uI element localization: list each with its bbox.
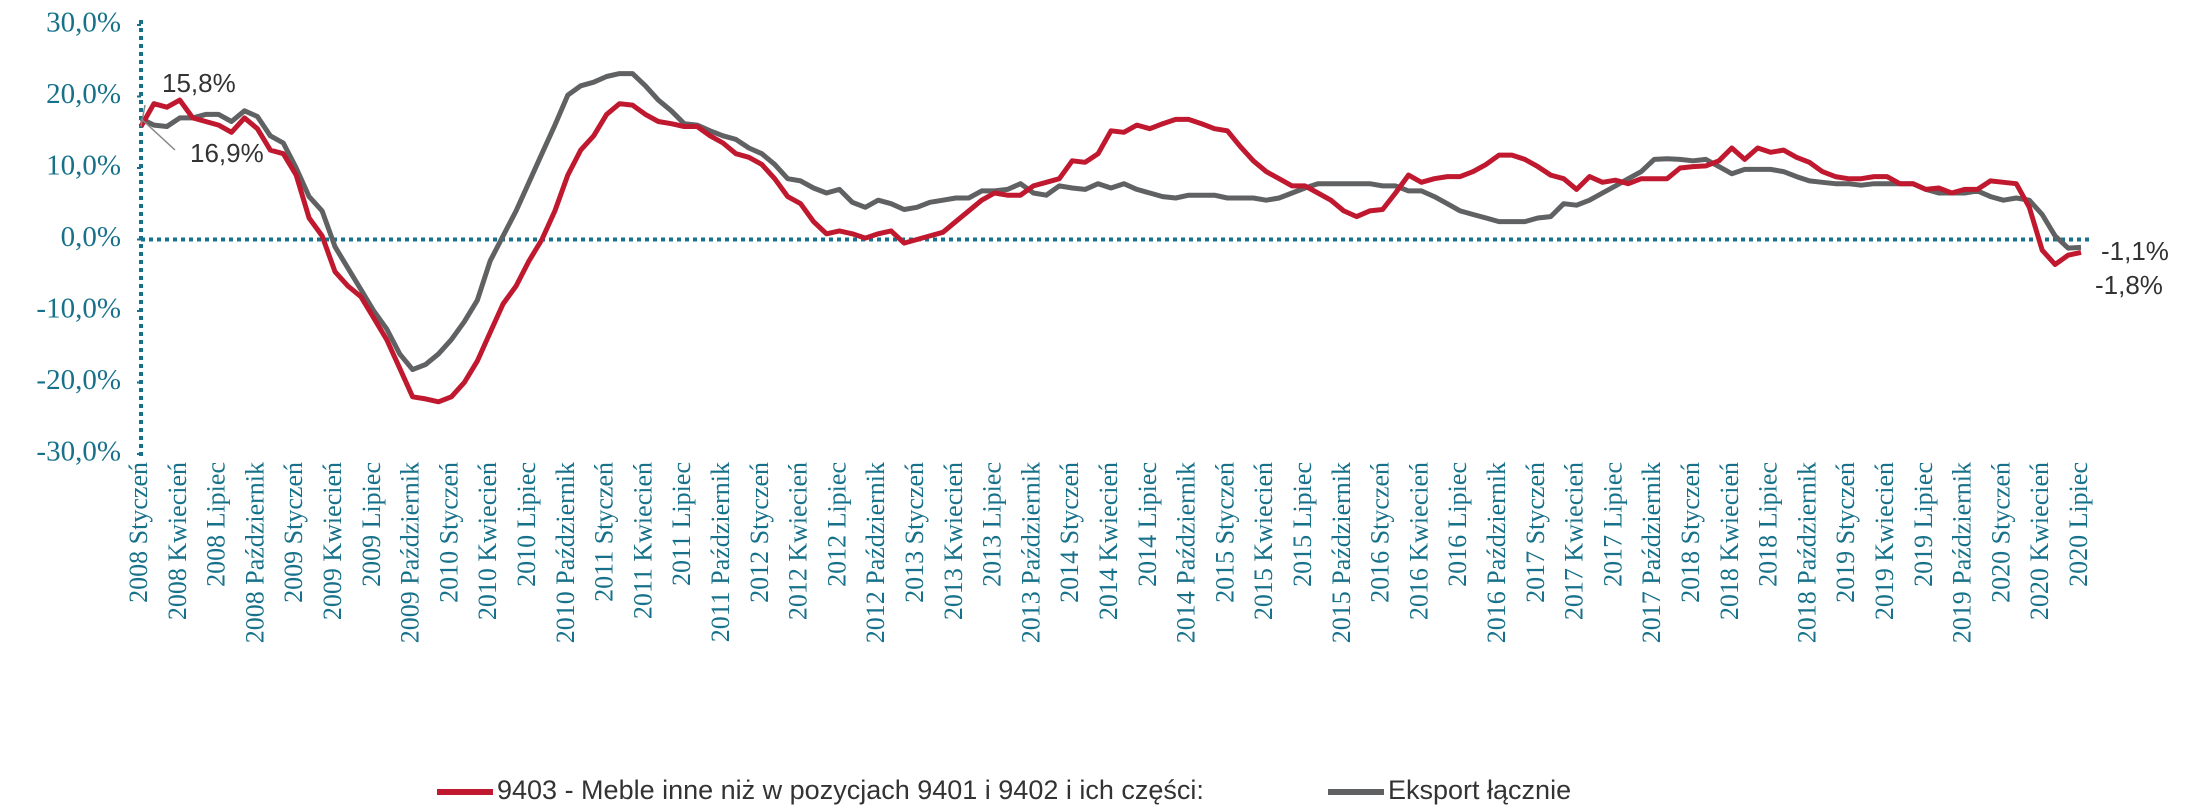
x-tick-label: 2017 Styczeń bbox=[1521, 462, 1550, 603]
x-tick-label: 2010 Lipiec bbox=[512, 462, 541, 587]
y-tick-label: -10,0% bbox=[36, 293, 121, 325]
leader-line bbox=[140, 118, 176, 151]
x-tick-label: 2012 Lipiec bbox=[822, 462, 851, 587]
x-tick-label: 2018 Lipiec bbox=[1754, 462, 1783, 587]
x-tick-label: 2008 Lipiec bbox=[202, 462, 231, 587]
x-tick-label: 2018 Październik bbox=[1792, 462, 1821, 643]
data-label: 16,9% bbox=[190, 138, 264, 168]
x-tick-label: 2013 Październik bbox=[1016, 462, 1045, 643]
x-tick-label: 2016 Październik bbox=[1482, 462, 1511, 643]
x-tick-label: 2013 Lipiec bbox=[978, 462, 1007, 587]
x-tick-label: 2020 Styczeń bbox=[1986, 462, 2015, 603]
x-tick-label: 2018 Styczeń bbox=[1676, 462, 1705, 603]
x-tick-label: 2011 Lipiec bbox=[667, 462, 696, 586]
x-tick-label: 2015 Kwiecień bbox=[1249, 462, 1278, 620]
x-tick-label: 2018 Kwiecień bbox=[1715, 462, 1744, 620]
x-tick-label: 2010 Październik bbox=[551, 462, 580, 643]
leader-line bbox=[140, 104, 146, 127]
x-tick-label: 2014 Styczeń bbox=[1055, 462, 1084, 603]
data-label: -1,1% bbox=[2101, 236, 2169, 266]
x-tick-label: 2017 Lipiec bbox=[1598, 462, 1627, 587]
x-tick-label: 2008 Październik bbox=[240, 462, 269, 643]
x-tick-label: 2012 Styczeń bbox=[745, 462, 774, 603]
x-tick-label: 2011 Kwiecień bbox=[628, 462, 657, 619]
y-tick-label: 20,0% bbox=[46, 78, 121, 110]
x-tick-label: 2017 Październik bbox=[1637, 462, 1666, 643]
x-tick-label: 2015 Lipiec bbox=[1288, 462, 1317, 587]
x-tick-label: 2019 Kwiecień bbox=[1870, 462, 1899, 620]
x-tick-label: 2009 Październik bbox=[396, 462, 425, 643]
x-tick-label: 2012 Październik bbox=[861, 462, 890, 643]
legend-label: Eksport łącznie bbox=[1388, 775, 1571, 805]
y-tick-label: 30,0% bbox=[46, 7, 121, 39]
x-tick-label: 2012 Kwiecień bbox=[784, 462, 813, 620]
x-tick-label: 2020 Lipiec bbox=[2064, 462, 2093, 587]
x-tick-label: 2010 Styczeń bbox=[434, 462, 463, 603]
x-tick-label: 2011 Styczeń bbox=[590, 462, 619, 602]
x-tick-label: 2017 Kwiecień bbox=[1560, 462, 1589, 620]
x-tick-label: 2009 Styczeń bbox=[279, 462, 308, 603]
x-tick-label: 2019 Styczeń bbox=[1831, 462, 1860, 603]
x-tick-label: 2013 Styczeń bbox=[900, 462, 929, 603]
x-tick-label: 2010 Kwiecień bbox=[473, 462, 502, 620]
x-tick-label: 2016 Styczeń bbox=[1366, 462, 1395, 603]
x-tick-label: 2016 Lipiec bbox=[1443, 462, 1472, 587]
x-tick-label: 2016 Kwiecień bbox=[1404, 462, 1433, 620]
y-tick-label: 10,0% bbox=[46, 150, 121, 182]
x-tick-label: 2014 Kwiecień bbox=[1094, 462, 1123, 620]
x-tick-label: 2008 Styczeń bbox=[124, 462, 153, 603]
x-tick-label: 2019 Lipiec bbox=[1909, 462, 1938, 587]
x-tick-label: 2009 Kwiecień bbox=[318, 462, 347, 620]
series-line bbox=[138, 97, 2082, 405]
x-tick-label: 2011 Październik bbox=[706, 462, 735, 642]
x-tick-label: 2014 Październik bbox=[1172, 462, 1201, 643]
x-tick-label: 2020 Kwiecień bbox=[2025, 462, 2054, 620]
x-tick-label: 2009 Lipiec bbox=[357, 462, 386, 587]
series-line bbox=[139, 71, 2082, 373]
y-tick-label: 0,0% bbox=[61, 221, 121, 253]
x-tick-label: 2015 Październik bbox=[1327, 462, 1356, 643]
x-tick-label: 2008 Kwiecień bbox=[163, 462, 192, 620]
x-tick-label: 2015 Styczeń bbox=[1210, 462, 1239, 603]
y-tick-label: -30,0% bbox=[36, 436, 121, 468]
x-tick-label: 2014 Lipiec bbox=[1133, 462, 1162, 587]
legend-label: 9403 - Meble inne niż w pozycjach 9401 i… bbox=[497, 775, 1204, 805]
data-label: 15,8% bbox=[162, 68, 236, 98]
x-tick-label: 2019 Październik bbox=[1948, 462, 1977, 643]
data-label: -1,8% bbox=[2095, 270, 2163, 300]
y-tick-label: -20,0% bbox=[36, 364, 121, 396]
x-tick-label: 2013 Kwiecień bbox=[939, 462, 968, 620]
